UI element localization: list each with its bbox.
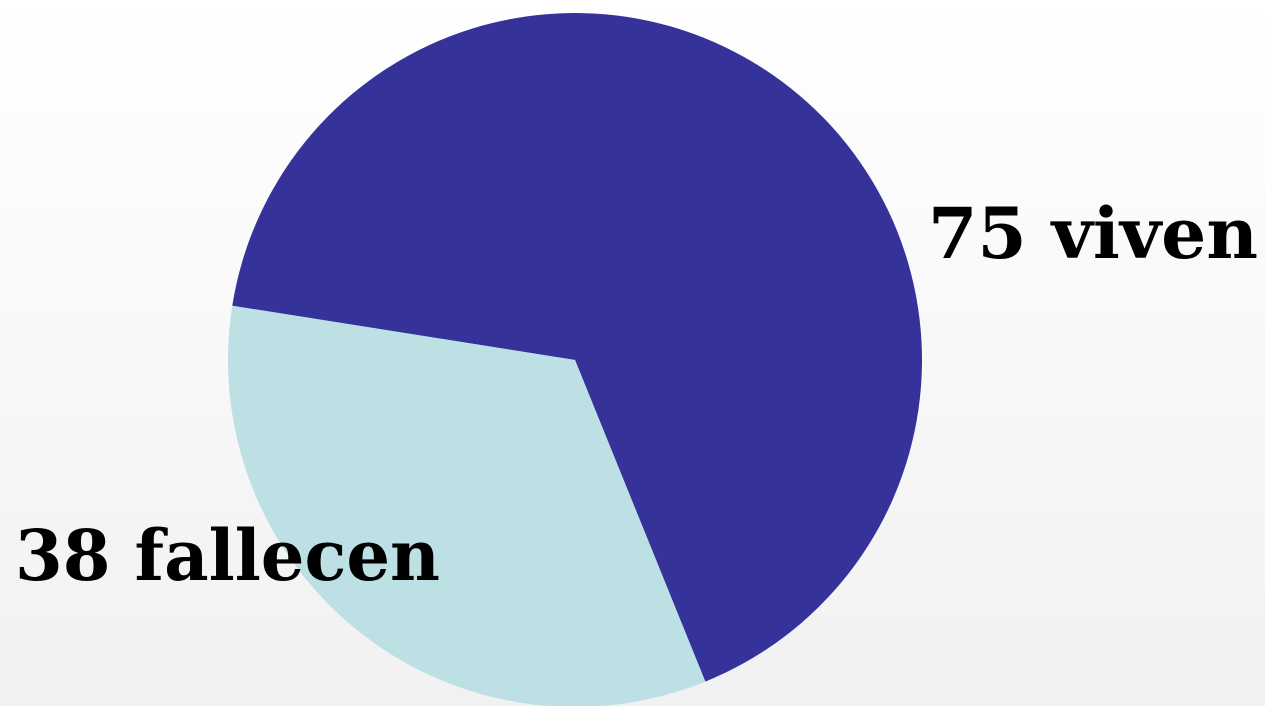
slice-name: fallecen <box>135 514 440 597</box>
pie-slice <box>232 13 922 682</box>
slice-label: 75 viven <box>928 192 1258 275</box>
slice-value: 38 <box>15 514 111 597</box>
slice-value: 75 <box>928 192 1027 275</box>
slice-label: 38 fallecen <box>15 514 440 597</box>
pie-slice <box>228 305 706 706</box>
slice-name: viven <box>1050 192 1258 275</box>
